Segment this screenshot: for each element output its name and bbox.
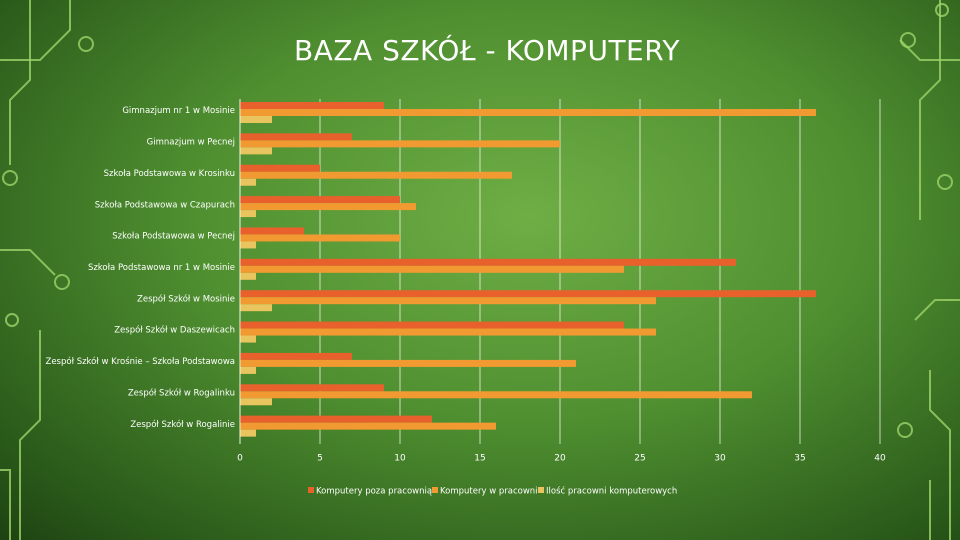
x-tick-label: 25 (634, 454, 645, 464)
legend-swatch (308, 487, 314, 493)
bar (240, 304, 272, 312)
bar (240, 227, 304, 235)
y-tick-label: Szkoła Podstawowa w Krosinku (104, 169, 235, 179)
chart-title: BAZA SZKÓŁ - KOMPUTERY (294, 33, 680, 67)
bar (240, 102, 384, 109)
y-tick-label: Zespół Szkół w Mosinie (137, 293, 235, 304)
bar (240, 210, 256, 218)
bar (240, 258, 736, 266)
y-tick-label: Zespół Szkół w Daszewicach (114, 325, 235, 336)
legend-label: Komputery poza pracownią (316, 487, 432, 497)
legend-swatch (432, 487, 438, 493)
bar (240, 140, 560, 148)
bar (240, 116, 272, 123)
bar (240, 415, 432, 423)
x-tick-label: 5 (317, 454, 323, 464)
bar (240, 429, 256, 437)
bar (240, 265, 624, 273)
bar (240, 133, 352, 141)
y-tick-label: Zespół Szkół w Rogalinku (128, 387, 235, 398)
bar (240, 196, 400, 204)
bar (240, 272, 256, 280)
bar (240, 359, 576, 367)
legend-label: Ilość pracowni komputerowych (546, 486, 677, 497)
bar (240, 422, 496, 430)
bar (240, 321, 624, 329)
x-tick-label: 30 (714, 454, 726, 464)
bar (240, 352, 352, 360)
bar (240, 366, 256, 374)
bar (240, 164, 320, 172)
y-tick-label: Szkoła Podstawowa w Czapurach (95, 200, 235, 210)
bar (240, 335, 256, 343)
bar (240, 234, 400, 242)
y-tick-label: Gimnazjum nr 1 w Mosinie (122, 106, 235, 116)
legend-swatch (538, 487, 544, 493)
bar (240, 398, 272, 406)
x-tick-label: 40 (874, 454, 886, 464)
bar (240, 147, 272, 155)
y-tick-label: Zespół Szkół w Rogalinie (130, 419, 235, 430)
bar (240, 178, 256, 186)
bar (240, 171, 512, 179)
bar (240, 384, 384, 392)
bar (240, 328, 656, 336)
y-tick-label: Gimnazjum w Pecnej (147, 138, 235, 148)
x-tick-label: 15 (474, 454, 485, 464)
x-tick-label: 20 (554, 454, 566, 464)
y-tick-label: Szkoła Podstawowa w Pecnej (112, 232, 235, 242)
bar (240, 391, 752, 399)
bar (240, 290, 816, 298)
bar (240, 203, 416, 211)
legend-label: Komputery w pracowni (440, 487, 538, 497)
x-tick-label: 35 (794, 454, 805, 464)
bar (240, 297, 656, 305)
bar (240, 241, 256, 249)
y-tick-label: Szkoła Podstawowa nr 1 w Mosinie (88, 263, 235, 273)
y-tick-label: Zespół Szkół w Krośnie – Szkoła Podstawo… (46, 356, 236, 367)
x-tick-label: 0 (237, 454, 243, 464)
bar (240, 109, 816, 116)
x-tick-label: 10 (394, 454, 406, 464)
